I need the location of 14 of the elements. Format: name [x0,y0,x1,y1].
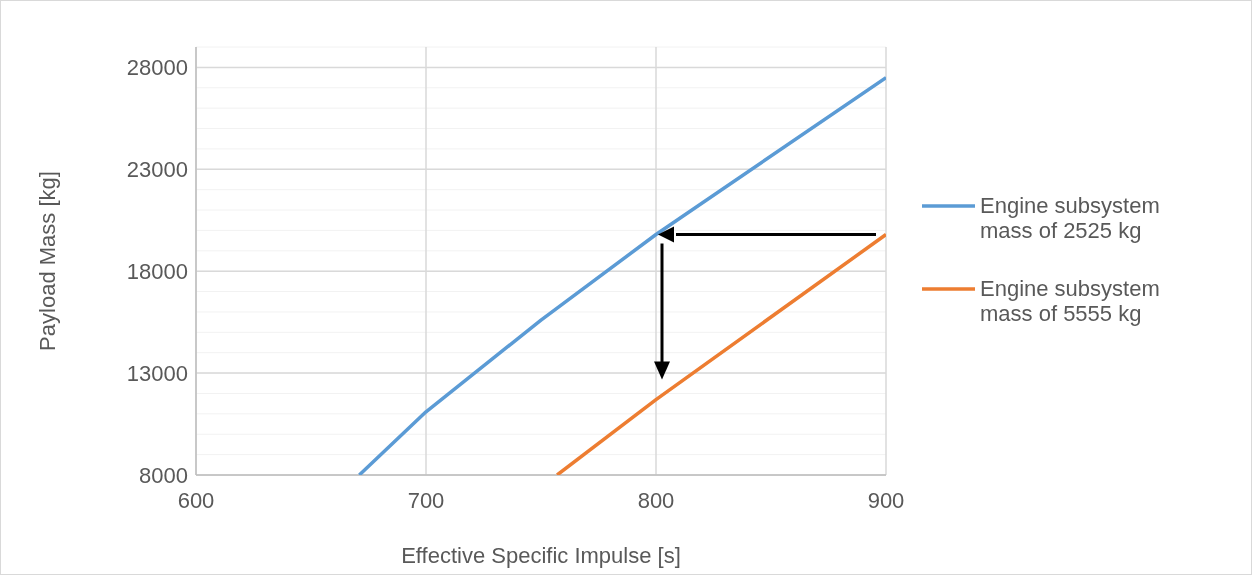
y-tick-label: 23000 [126,157,188,183]
x-tick-label: 700 [407,488,445,513]
y-tick-label: 13000 [126,361,188,387]
x-axis-title: Effective Specific Impulse [s] [401,543,681,568]
y-tick-label: 8000 [139,463,188,488]
line-series [357,75,886,475]
y-tick-label: 18000 [126,259,188,285]
x-tick-label: 600 [177,488,215,513]
x-tick-label: 900 [867,488,905,513]
legend-label: Engine subsystem mass of 2525 kg [980,193,1160,243]
y-axis-title: Payload Mass [kg] [35,171,60,351]
x-tick-label: 800 [637,488,675,513]
y-tick-label: 28000 [126,55,188,81]
legend-label: Engine subsystem mass of 5555 kg [980,276,1160,326]
